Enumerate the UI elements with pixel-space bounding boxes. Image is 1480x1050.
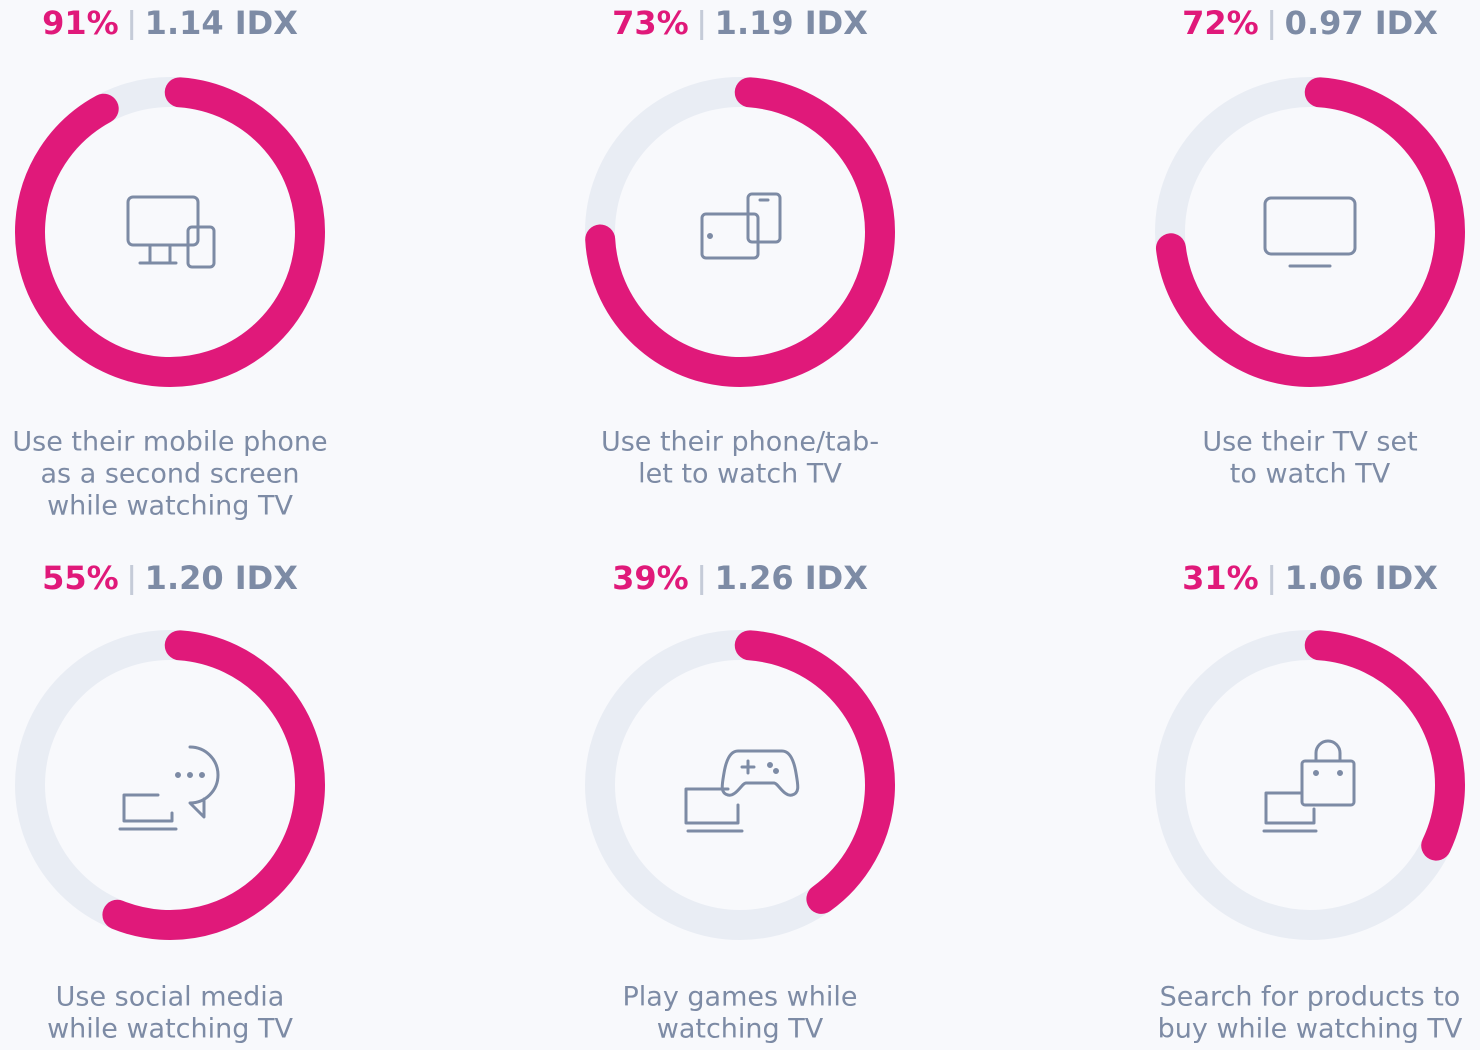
item-label: Use social media <box>56 982 285 1013</box>
icon-part <box>186 225 216 269</box>
icon-part <box>767 762 773 768</box>
percent-label: 73% <box>612 4 689 42</box>
ring-value <box>585 630 895 940</box>
icon-part <box>138 243 178 265</box>
icon <box>700 192 782 260</box>
icon <box>118 745 220 831</box>
icon-part <box>1264 791 1316 825</box>
index-label: 0.97 IDX <box>1285 4 1439 42</box>
percent-label: 72% <box>1182 4 1259 42</box>
item-label: watching TV <box>657 1014 824 1045</box>
icon-part <box>1337 770 1343 776</box>
item-label: Search for products to <box>1160 982 1461 1013</box>
item-label: Play games while <box>623 982 858 1013</box>
icon-part <box>700 212 760 260</box>
index-label: 1.26 IDX <box>715 559 869 597</box>
index-label: 1.14 IDX <box>145 4 299 42</box>
ring-value <box>15 77 325 387</box>
icon <box>684 749 800 833</box>
icon-part <box>740 759 756 775</box>
icon-part <box>1313 770 1319 776</box>
icon-part <box>1300 759 1356 807</box>
percent-label: 39% <box>612 559 689 597</box>
icon-part <box>188 745 220 819</box>
icon <box>1263 196 1357 268</box>
ring-value <box>15 630 325 940</box>
icon <box>1262 739 1356 833</box>
icon-part <box>187 772 193 778</box>
icon-part <box>1263 196 1357 256</box>
icon <box>126 195 216 269</box>
item-label: to watch TV <box>1230 459 1391 490</box>
ring-value <box>585 77 895 387</box>
icon-part <box>773 768 779 774</box>
index-label: 1.19 IDX <box>715 4 869 42</box>
icon-part <box>126 195 200 247</box>
item-label: buy while watching TV <box>1158 1014 1463 1045</box>
ring-value <box>1155 630 1465 940</box>
icon-part <box>720 749 800 797</box>
percent-label: 31% <box>1182 559 1259 597</box>
item-label: let to watch TV <box>638 459 842 490</box>
item-label: while watching TV <box>47 1014 293 1045</box>
index-label: 1.20 IDX <box>145 559 299 597</box>
item-label: Use their phone/tab- <box>601 427 879 458</box>
ring-value <box>1155 77 1465 387</box>
donut-card: 73% 1.19 IDX Use their phone/tab-let to wa… <box>585 4 895 490</box>
item-label: while watching TV <box>47 491 293 522</box>
item-label: Use their TV set <box>1202 427 1417 458</box>
percent-label: 55% <box>42 559 119 597</box>
icon-part <box>707 233 713 239</box>
index-label: 1.06 IDX <box>1285 559 1439 597</box>
icon-part <box>746 192 782 244</box>
icon-part <box>1314 739 1342 763</box>
icon-part <box>175 772 181 778</box>
icon-part <box>122 793 174 823</box>
item-label: as a second screen <box>41 459 300 490</box>
icon-part <box>684 787 740 825</box>
percent-label: 91% <box>42 4 119 42</box>
icon-part <box>199 772 205 778</box>
item-label: Use their mobile phone <box>12 427 327 458</box>
